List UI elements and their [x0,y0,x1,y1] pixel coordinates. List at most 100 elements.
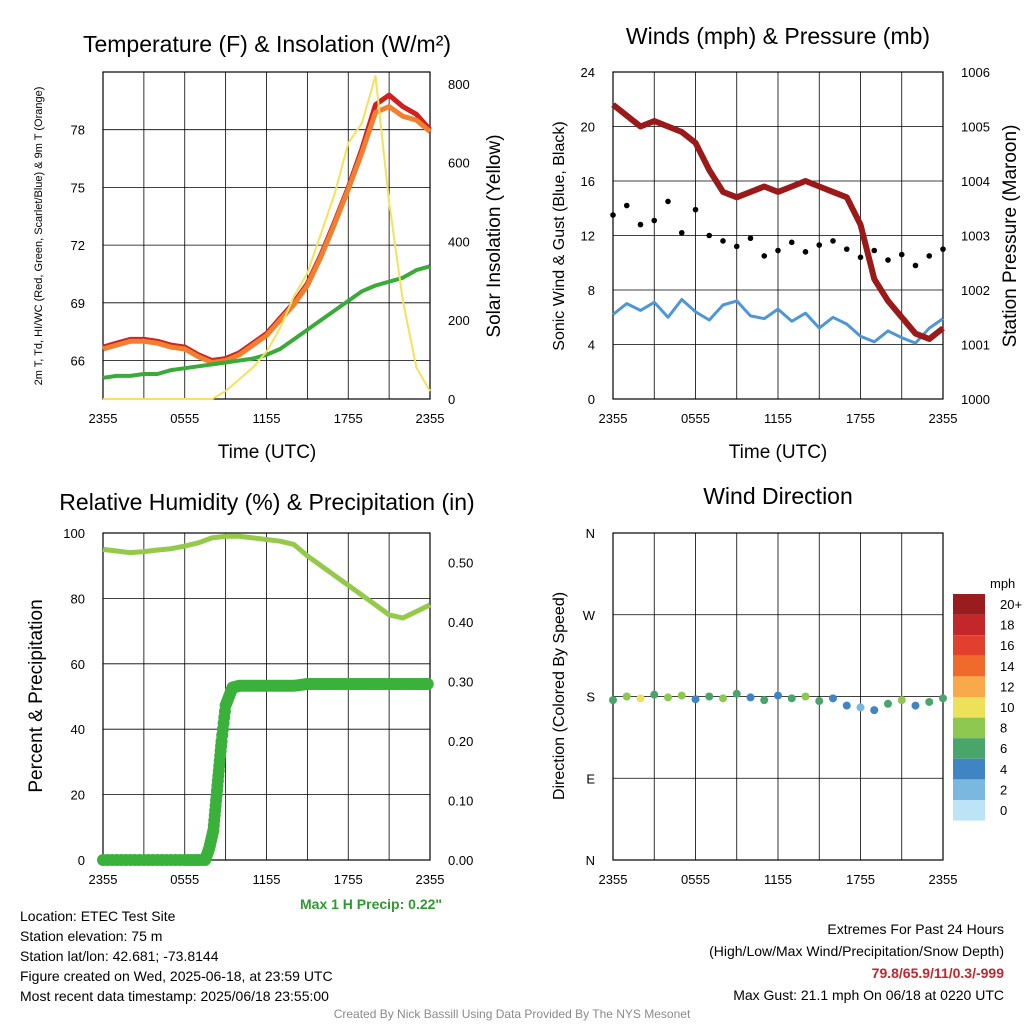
credit-text: Created By Nick Bassill Using Data Provi… [333,1007,691,1021]
direction-point [870,706,879,715]
pressure-ytick: 1003 [961,229,990,244]
location-text: Location: ETEC Test Site [20,908,176,924]
rh-ytick: 60 [71,657,85,672]
legend-label: 0 [1000,803,1007,818]
rh-ytick: 100 [63,526,85,541]
solar-series [103,74,431,400]
legend-swatch [953,758,985,780]
gust-point [678,229,685,236]
precip-ytick: 0.50 [448,556,473,571]
legend-label: 12 [1000,679,1014,694]
temp-panel-title: Temperature (F) & Insolation (W/m²) [83,31,451,57]
gust-point [885,257,891,263]
gust-point [720,238,726,244]
latlon-text: Station lat/lon: 42.681; -73.8144 [20,948,219,964]
legend-swatch [953,800,985,821]
pressure-ylabel: Station Pressure (Maroon) [1000,125,1021,348]
direction-ytick: W [583,608,596,623]
precip-ytick: 0.40 [448,615,473,630]
pressure-ytick: 1005 [961,120,990,135]
solar-ytick: 200 [448,313,470,328]
temp-xtick: 2355 [416,411,445,426]
sonic-series [612,298,944,345]
direction-ytick: E [586,771,595,786]
direction-point [884,699,892,708]
gust-point [816,242,823,248]
direction-point [815,697,824,706]
gust-point [940,246,946,252]
wind-ytick: 20 [581,120,595,135]
rh-series [102,533,432,621]
legend-label: 20+ [1000,597,1022,612]
gust-point [843,246,850,252]
gust-point [898,251,905,258]
temp-ytick: 72 [71,238,85,253]
wind-ytick: 16 [581,174,595,189]
direction-ytick: N [586,526,595,541]
direction-xtick: 1155 [764,872,792,887]
wind-xtick: 1155 [764,411,792,426]
temp-xlabel: Time (UTC) [218,442,317,463]
rh-panel-title: Relative Humidity (%) & Precipitation (i… [59,489,474,515]
direction-point [787,694,796,703]
temp-ytick: 78 [71,123,85,138]
temp-xtick: 2355 [89,411,118,426]
solar-ytick: 400 [448,234,470,249]
legend-swatch [953,655,985,677]
rh-ytick: 0 [78,853,85,868]
legend-swatch [953,717,985,739]
solar-ytick: 800 [448,77,470,92]
solar-ylabel: Solar Insolation (Yellow) [484,134,505,337]
legend-swatch [953,614,985,636]
direction-point [829,694,837,703]
temp-ytick: 66 [71,354,85,369]
direction-xtick: 0555 [681,872,710,887]
temp-ytick: 69 [71,296,85,311]
legend-label: 10 [1000,700,1014,715]
wind-xlabel: Time (UTC) [729,442,828,463]
precip-ytick: 0.10 [448,794,473,809]
recent-text: Most recent data timestamp: 2025/06/18 2… [20,988,329,1004]
legend-label: 2 [1000,782,1007,797]
direction-point [856,703,865,712]
gust-point [912,262,919,269]
rh-xtick: 2355 [416,872,445,887]
elevation-text: Station elevation: 75 m [20,928,163,944]
gust-point [802,249,809,255]
gust-point [651,217,658,224]
direction-point [939,694,947,703]
gust-point [788,239,795,246]
gust-point [623,202,630,209]
direction-point [719,694,727,703]
direction-point [691,695,700,704]
direction-point [897,696,906,705]
temp-ylabel: 2m T, Td, HI/WC (Red, Green, Scarlet/Blu… [33,87,45,386]
legend-label: 4 [1000,762,1007,777]
rh-ytick: 20 [71,788,85,803]
extremes-values: 79.8/65.9/11/0.3/-999 [871,965,1004,981]
direction-point [609,696,617,705]
wind-xtick: 2355 [599,411,628,426]
direction-xtick: 2355 [599,872,628,887]
dew-series [102,264,431,380]
legend-label: 16 [1000,638,1014,653]
extremes-subtitle: (High/Low/Max Wind/Precipitation/Snow De… [709,943,1004,959]
legend-swatch [953,676,985,697]
precip-ytick: 0.30 [448,675,473,690]
solar-ytick: 0 [448,392,455,407]
pressure-ytick: 1002 [961,283,990,298]
gust-point [610,212,616,218]
legend-swatch [953,697,985,718]
rh-ytick: 40 [71,722,85,737]
direction-xtick: 2355 [929,872,958,887]
wind-ytick: 24 [581,65,595,80]
direction-point [925,697,934,706]
pressure-series [611,102,945,342]
direction-ytick: S [586,690,595,705]
wind-ytick: 8 [588,283,595,298]
direction-panel-title: Wind Direction [703,483,853,509]
direction-point [664,693,672,702]
temp-xtick: 0555 [170,411,199,426]
pressure-ytick: 1004 [961,174,990,189]
